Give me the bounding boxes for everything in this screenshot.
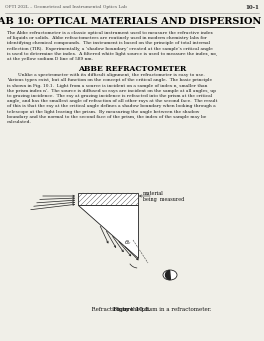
Text: at the yellow sodium D line of 589 nm.: at the yellow sodium D line of 589 nm. [7,57,93,61]
Text: Various types exist, but all function on the concept of the critical angle.  The: Various types exist, but all function on… [7,78,212,83]
Text: calculated.: calculated. [7,120,32,124]
Text: ABBE REFRACTOMETER: ABBE REFRACTOMETER [78,65,186,73]
Text: of this is that the ray at the critical angle defines a shadow boundary when loo: of this is that the ray at the critical … [7,104,216,108]
Polygon shape [78,205,138,258]
Text: boundary and the normal to the second face of the prism, the index of the sample: boundary and the normal to the second fa… [7,115,206,119]
Text: reflection (TIR).  Experimentally, a ‘shadow boundary’ created at the sample’s c: reflection (TIR). Experimentally, a ‘sha… [7,47,213,50]
Wedge shape [166,270,170,280]
Text: to grazing incidence.  The ray at grazing incidence is refracted into the prism : to grazing incidence. The ray at grazing… [7,94,212,98]
Text: The Abbe refractometer is a classic optical instrument used to measure the refra: The Abbe refractometer is a classic opti… [7,31,213,35]
Text: material
being  measured: material being measured [143,191,184,202]
Text: is shown in Fig. 10.1.  Light from a source is incident on a sample of index n, : is shown in Fig. 10.1. Light from a sour… [7,84,208,88]
Text: telescope at the light leaving the prism.  By measuring the angle between the sh: telescope at the light leaving the prism… [7,109,199,114]
Text: Unlike a spectrometer with its difficult alignment, the refractometer is easy to: Unlike a spectrometer with its difficult… [7,73,205,77]
Text: angle, and has the smallest angle of refraction of all other rays at the second : angle, and has the smallest angle of ref… [7,99,217,103]
Text: Refraction by the prism in a refractometer.: Refraction by the prism in a refractomet… [88,307,212,312]
Bar [78,193,138,205]
Text: OPTI 202L – Geometrical and Instrumental Optics Lab: OPTI 202L – Geometrical and Instrumental… [5,5,127,9]
Text: identifying chemical compounds.  The instrument is based on the principle of tot: identifying chemical compounds. The inst… [7,41,210,45]
Ellipse shape [163,270,177,280]
Text: of liquids or solids.  Abbe refractometers are routinely used in modern chemistr: of liquids or solids. Abbe refractometer… [7,36,207,40]
Text: $\theta_c$: $\theta_c$ [124,238,132,247]
Text: the prism index n’.  The source is diffused so rays are incident on the sample a: the prism index n’. The source is diffus… [7,89,216,93]
Text: is used to determine the index.  A filtered white light source is used to measur: is used to determine the index. A filter… [7,52,217,56]
Text: LAB 10: OPTICAL MATERIALS AND DISPERSION II: LAB 10: OPTICAL MATERIALS AND DISPERSION… [0,17,264,26]
Text: 10-1: 10-1 [245,5,259,10]
Text: Figure 10.1.: Figure 10.1. [113,307,151,312]
